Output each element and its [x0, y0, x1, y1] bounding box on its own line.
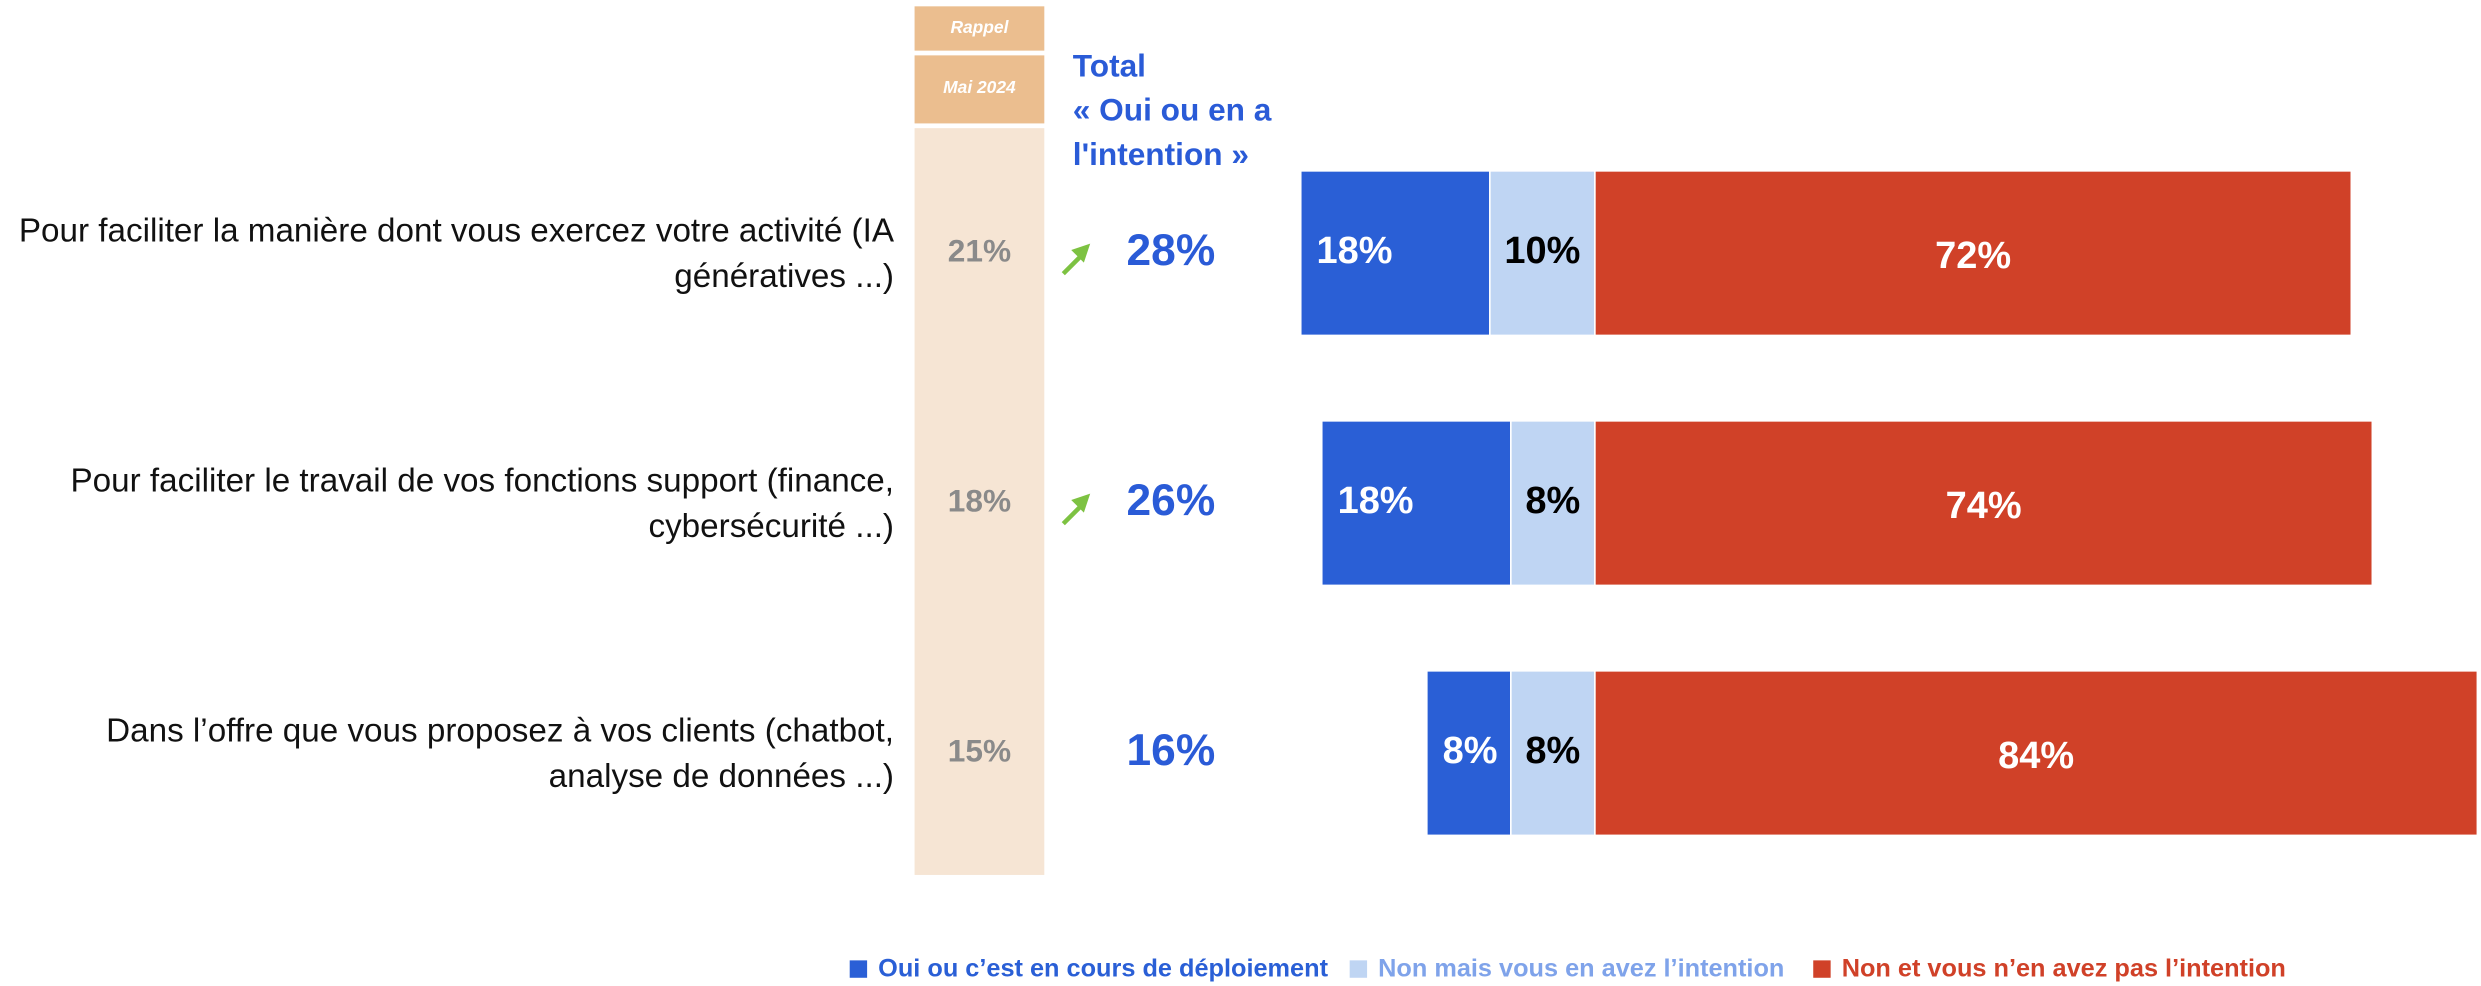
- value-label: 74%: [1946, 485, 2022, 527]
- value-label: 8%: [1525, 730, 1580, 772]
- recall-header: Rappel: [950, 17, 1009, 37]
- total-value: 16%: [1127, 726, 1216, 775]
- category-label: analyse de données ...): [549, 758, 894, 795]
- bar-segment: [1594, 420, 2374, 587]
- trend-arrow: [1061, 493, 1091, 526]
- legend-label: Oui ou c’est en cours de déploiement: [878, 955, 1328, 983]
- value-label: 18%: [1338, 480, 1414, 522]
- trend-arrow: [1061, 243, 1091, 276]
- total-value: 28%: [1127, 226, 1216, 275]
- total-value: 26%: [1127, 476, 1216, 525]
- value-label: 84%: [1998, 735, 2074, 777]
- bar-segment: [1594, 170, 2353, 337]
- legend-swatch: [1349, 960, 1368, 978]
- bar-segment: [1489, 170, 1596, 337]
- value-label: 10%: [1504, 230, 1580, 272]
- total-header: Total: [1073, 47, 1146, 83]
- recall-value: 21%: [948, 233, 1011, 269]
- category-label: Pour faciliter le travail de vos fonctio…: [71, 462, 895, 499]
- value-label: 72%: [1935, 235, 2011, 277]
- category-label: Dans l’offre que vous proposez à vos cli…: [106, 712, 894, 749]
- bar-segment: [1594, 670, 2479, 837]
- recall-date-box: [914, 55, 1045, 124]
- value-label: 8%: [1443, 730, 1498, 772]
- bar-segment: [1510, 420, 1596, 587]
- value-label: 8%: [1525, 480, 1580, 522]
- recall-value: 15%: [948, 732, 1011, 768]
- legend-label: Non et vous n’en avez pas l’intention: [1842, 955, 2286, 983]
- recall-column: [914, 128, 1045, 875]
- category-label: génératives ...): [674, 258, 894, 295]
- recall-value: 18%: [948, 482, 1011, 518]
- value-label: 18%: [1317, 230, 1393, 272]
- total-header: l'intention »: [1073, 136, 1249, 172]
- category-label: Pour faciliter la manière dont vous exer…: [19, 212, 895, 249]
- legend-label: Non mais vous en avez l’intention: [1378, 955, 1784, 983]
- bar-segment: [1510, 670, 1596, 837]
- legend-swatch: [849, 960, 868, 978]
- recall-header-box: [914, 6, 1045, 51]
- legend-swatch: [1813, 960, 1831, 978]
- category-label: cybersécurité ...): [648, 508, 894, 545]
- bar-segment: [1426, 670, 1512, 837]
- bar-segment: [1320, 420, 1512, 587]
- total-header: « Oui ou en a: [1073, 92, 1272, 128]
- recall-date: Mai 2024: [943, 77, 1016, 97]
